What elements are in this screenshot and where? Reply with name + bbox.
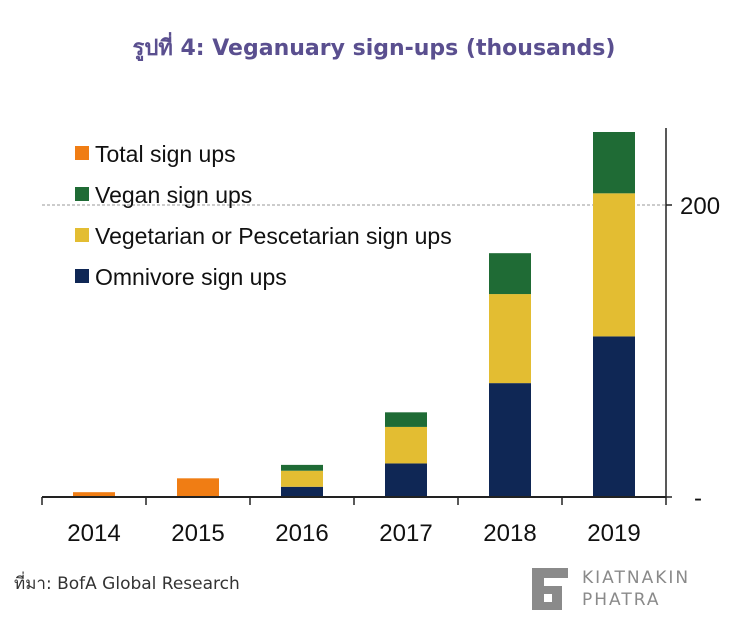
x-tick-label: 2015	[171, 520, 224, 547]
bar-2018-omnivore-sign-ups	[489, 383, 531, 497]
bar-2018-vegan-sign-ups	[489, 253, 531, 295]
bar-2017-vegetarian-or-pescetarian-sign-ups	[385, 426, 427, 464]
legend-label: Total sign ups	[95, 141, 236, 167]
legend-swatch	[75, 187, 89, 201]
logo-text-line1: KIATNAKIN	[582, 568, 691, 588]
legend-swatch	[75, 269, 89, 283]
bar-2018-vegetarian-or-pescetarian-sign-ups	[489, 294, 531, 384]
logo-text-line2: PHATRA	[582, 590, 661, 610]
x-tick-label: 2014	[67, 520, 120, 547]
x-tick-label: 2019	[587, 520, 640, 547]
y-tick-label: -	[694, 485, 702, 512]
bar-2016-vegetarian-or-pescetarian-sign-ups	[281, 470, 323, 487]
legend-swatch	[75, 146, 89, 160]
source-note: ที่มา: BofA Global Research	[14, 574, 240, 594]
x-tick-label: 2017	[379, 520, 432, 547]
bar-2019-vegan-sign-ups	[593, 132, 635, 194]
y-tick-label: 200	[680, 193, 720, 220]
legend-label: Omnivore sign ups	[95, 264, 287, 290]
logo-mark-icon	[532, 568, 568, 610]
legend-label: Vegan sign ups	[95, 182, 252, 208]
kiatnakin-phatra-logo: KIATNAKIN PHATRA	[528, 566, 728, 616]
bar-2019-vegetarian-or-pescetarian-sign-ups	[593, 193, 635, 337]
chart-title: รูปที่ 4: Veganuary sign-ups (thousands)	[132, 36, 616, 61]
bar-2015-total-sign-ups	[177, 478, 219, 497]
legend-swatch	[75, 228, 89, 242]
bar-2016-omnivore-sign-ups	[281, 486, 323, 497]
bar-2016-vegan-sign-ups	[281, 464, 323, 471]
bar-2019-omnivore-sign-ups	[593, 336, 635, 497]
bar-2014-total-sign-ups	[73, 492, 115, 497]
x-tick-label: 2018	[483, 520, 536, 547]
legend-label: Vegetarian or Pescetarian sign ups	[95, 223, 452, 249]
bar-2017-vegan-sign-ups	[385, 412, 427, 427]
x-tick-label: 2016	[275, 520, 328, 547]
bar-2017-omnivore-sign-ups	[385, 463, 427, 497]
